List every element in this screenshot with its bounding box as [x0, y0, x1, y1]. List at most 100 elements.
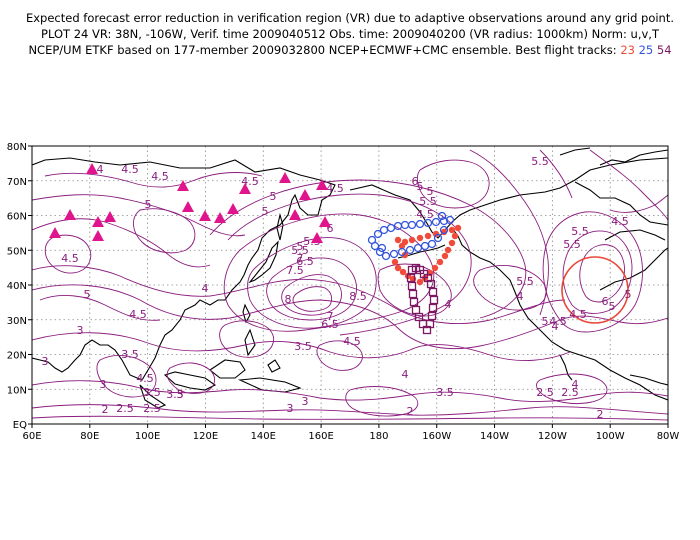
lat-label: 40N	[7, 281, 27, 292]
lat-label: EQ	[13, 420, 27, 431]
track-23-point	[448, 226, 456, 234]
contour-label: 6.5	[321, 318, 339, 331]
track-25-point	[433, 233, 443, 243]
contour-labels: 4.544.5554.54.5544.5554.55.566.55.54.55.…	[42, 155, 632, 421]
contour-label: 4.5	[61, 252, 79, 265]
contour-label: 3	[302, 395, 309, 408]
contour-label: 3	[177, 388, 184, 401]
contour-label: 3	[287, 402, 294, 415]
track-23-point	[444, 246, 452, 254]
track-54-point	[427, 311, 437, 321]
triangle-marker	[311, 232, 323, 243]
track-54-point	[428, 287, 438, 297]
track-23-point	[394, 264, 402, 272]
triangle-marker	[92, 216, 104, 227]
contour-label: 4	[552, 320, 559, 333]
triangle-marker	[64, 209, 76, 220]
contour-label: 4.5	[129, 308, 147, 321]
triangle-marker	[182, 201, 194, 212]
track-23-point	[436, 258, 444, 266]
contour-label: 3	[100, 378, 107, 391]
lat-label: 80N	[7, 142, 27, 153]
track-25-point	[405, 245, 415, 255]
track-23-point	[416, 234, 424, 242]
track-23-point	[454, 224, 462, 232]
track-23-point	[432, 230, 440, 238]
contour-label: 4.5	[569, 308, 587, 321]
track-54-point	[411, 263, 421, 273]
triangle-marker	[177, 180, 189, 191]
map-title-line-3: NCEP/UM ETKF based on 177-member 2009032…	[0, 43, 700, 58]
track-23-point	[451, 232, 459, 240]
triangle-marker	[104, 211, 116, 222]
triangle-marker	[319, 216, 331, 227]
lon-label: 120E	[193, 431, 218, 442]
verification-region-circle	[561, 256, 629, 324]
lat-label: 30N	[7, 316, 27, 327]
track-23-point	[441, 252, 449, 260]
contour-label: 6	[327, 222, 334, 235]
lat-label: 50N	[7, 246, 27, 257]
track-23-point	[399, 268, 407, 276]
track-25-point	[413, 243, 423, 253]
track-25-point	[375, 247, 385, 257]
lon-label: 120W	[538, 431, 567, 442]
triangle-marker	[199, 210, 211, 221]
lon-label: 140W	[480, 431, 509, 442]
contour-label: 4.5	[611, 215, 629, 228]
contour-label: 4	[517, 290, 524, 303]
contour-label: 3.5	[143, 386, 161, 399]
contour-label: 5.5	[516, 275, 534, 288]
contour-label: 4.5	[151, 170, 169, 183]
contour-label: 4	[202, 282, 209, 295]
track-54-point	[429, 295, 439, 305]
track-54-point	[406, 273, 416, 283]
track-25-point	[437, 211, 447, 221]
contour-label: 2.5	[143, 402, 161, 415]
contour-label: 5.5	[571, 225, 589, 238]
map-title-line-3-text: NCEP/UM ETKF based on 177-member 2009032…	[28, 43, 617, 57]
contour-label: 2.5	[536, 386, 554, 399]
track-54-point	[407, 281, 417, 291]
contour-label: 8	[285, 293, 292, 306]
track-25-point	[439, 225, 449, 235]
lat-label: 70N	[7, 177, 27, 188]
track-25-point	[445, 215, 455, 225]
track-25-point	[397, 247, 407, 257]
contour-label: 2.5	[116, 402, 134, 415]
contour-label: 3.5	[436, 386, 454, 399]
contour-label: 5	[427, 185, 434, 198]
contour-label: 5.5	[291, 244, 309, 257]
track-25-point	[367, 235, 377, 245]
lat-label: 20N	[7, 351, 27, 362]
track-23-label: 23	[620, 43, 635, 57]
triangle-marker	[214, 212, 226, 223]
track-54-point	[408, 289, 418, 299]
track-54-point	[409, 297, 419, 307]
contour-label: 5	[270, 190, 277, 203]
contour-label: 7.5	[286, 264, 304, 277]
coastlines	[32, 147, 668, 409]
track-23-point	[408, 236, 416, 244]
triangle-marker	[289, 209, 301, 220]
flight-track-54	[406, 263, 439, 335]
track-25-label: 25	[638, 43, 654, 57]
contour-label: 5	[297, 240, 304, 253]
track-23-point	[416, 278, 424, 286]
track-23-point	[401, 251, 409, 259]
contour-label: 2.5	[561, 386, 579, 399]
track-25-point	[423, 218, 433, 228]
flight-track-25	[367, 211, 455, 261]
track-23-point	[431, 264, 439, 272]
triangle-marker	[299, 189, 311, 200]
contour-label: 5	[84, 288, 91, 301]
contour-label: 5	[417, 180, 424, 193]
contour-label: 7	[297, 252, 304, 265]
lon-label: 180	[369, 431, 388, 442]
triangle-markers	[49, 163, 331, 243]
flight-track-23	[391, 224, 462, 286]
track-25-point	[420, 241, 430, 251]
map-grid	[32, 146, 668, 424]
track-25-point	[379, 225, 389, 235]
track-54-label: 54	[656, 43, 672, 57]
